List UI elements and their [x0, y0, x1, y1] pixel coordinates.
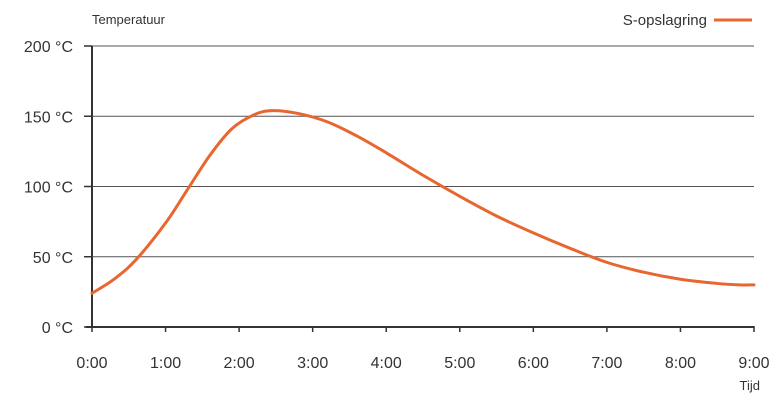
x-tick-label: 1:00	[150, 355, 181, 372]
x-tick-label: 3:00	[297, 355, 328, 372]
x-tick-label: 4:00	[371, 355, 402, 372]
x-tick-label: 5:00	[444, 355, 475, 372]
x-tick-label: 7:00	[591, 355, 622, 372]
tick-labels: 0 °C 50 °C 100 °C 150 °C 200 °C 0:00 1:00 2:00 3…	[24, 39, 770, 372]
legend-label: S-opslagring	[623, 12, 707, 29]
x-tick-label: 6:00	[518, 355, 549, 372]
y-axis-title: Temperatuur	[92, 12, 166, 27]
y-tick-label: 150 °C	[24, 109, 73, 126]
series-line	[90, 109, 756, 295]
x-tick-label: 9:00	[738, 355, 769, 372]
x-tick-label: 8:00	[665, 355, 696, 372]
y-tick-label: 200 °C	[24, 39, 73, 56]
gridlines	[92, 45, 754, 258]
y-tick-label: 100 °C	[24, 180, 73, 197]
y-tick-label: 0 °C	[42, 320, 73, 337]
series	[90, 109, 756, 295]
y-tick-label: 50 °C	[33, 250, 73, 267]
x-tick-label: 2:00	[224, 355, 255, 372]
x-tick-label: 0:00	[76, 355, 107, 372]
legend: S-opslagring	[623, 12, 752, 29]
x-axis-title: Tijd	[740, 378, 760, 393]
